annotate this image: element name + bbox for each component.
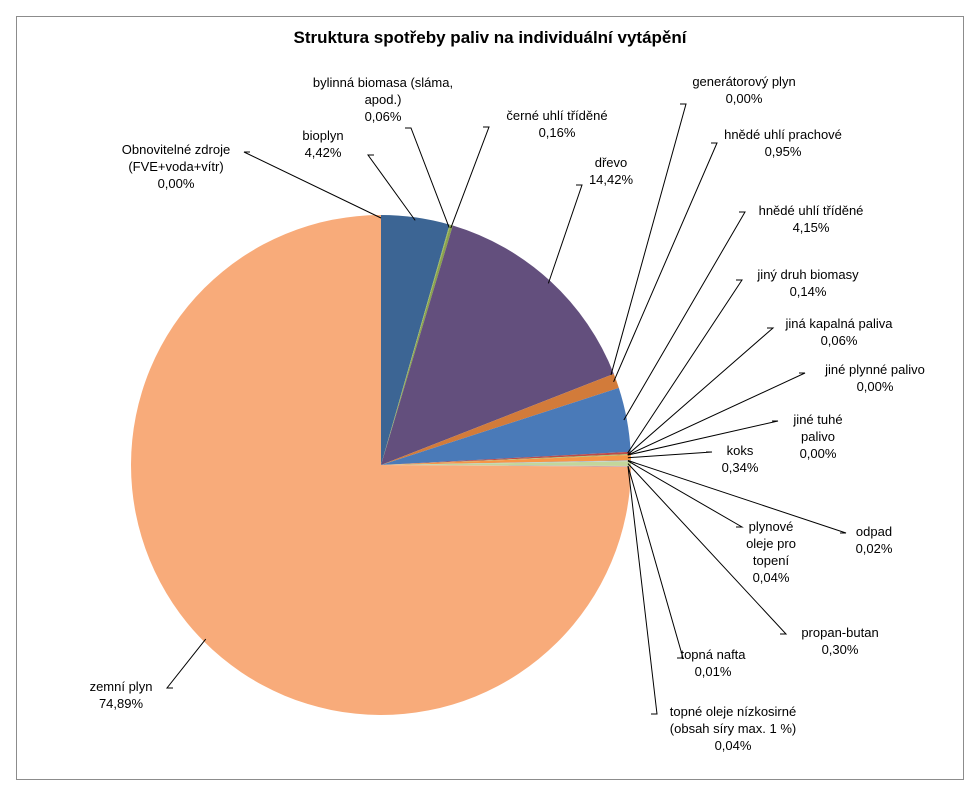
leader-line — [610, 103, 687, 376]
leader-line — [613, 142, 718, 383]
slice-label: dřevo 14,42% — [589, 155, 634, 187]
leader-line — [627, 420, 779, 456]
pie-slice — [381, 461, 631, 466]
leader-line — [627, 460, 847, 534]
slice-label: bioplyn 4,42% — [302, 128, 343, 160]
pie-slice — [381, 454, 631, 465]
leader-line — [627, 463, 788, 635]
slice-label: hnědé uhlí tříděné 4,15% — [759, 203, 864, 235]
slice-label: jiné plynné palivo 0,00% — [824, 362, 925, 394]
slice-label: bylinná biomasa (sláma, apod.) 0,06% — [313, 75, 453, 124]
leader-line — [243, 151, 382, 219]
pie-slice — [381, 225, 614, 465]
slice-label: jiná kapalná paliva 0,06% — [785, 316, 894, 348]
leader-line — [623, 211, 746, 421]
pie-slice — [381, 454, 631, 465]
slice-label: Obnovitelné zdroje (FVE+voda+vítr) 0,00% — [122, 142, 230, 191]
slice-label: černé uhlí tříděné 0,16% — [506, 108, 607, 140]
slice-label: propan-butan 0,30% — [801, 625, 878, 657]
pie-slice — [381, 224, 453, 465]
pie-slice — [381, 460, 631, 465]
pie-slice — [381, 373, 619, 465]
slice-label: jiné tuhé palivo 0,00% — [792, 412, 842, 461]
leader-line — [367, 154, 416, 221]
pie-slice — [381, 465, 631, 467]
slice-label: topné oleje nízkosirné (obsah síry max. 1… — [670, 704, 796, 753]
slice-label: topná nafta 0,01% — [680, 647, 746, 679]
slice-label: generátorový plyn 0,00% — [692, 74, 795, 106]
slice-label: hnědé uhlí prachové 0,95% — [724, 127, 842, 159]
pie-slice — [131, 215, 631, 715]
pie-slices — [131, 215, 631, 715]
leader-line — [627, 460, 744, 528]
pie-slice — [381, 465, 631, 467]
slice-label: jiný druh biomasy 0,14% — [756, 267, 859, 299]
leader-line — [627, 466, 658, 715]
pie-slice — [381, 451, 631, 465]
chart-title: Struktura spotřeby paliv na individuální… — [293, 28, 687, 47]
leader-line — [165, 638, 207, 689]
slice-label: odpad 0,02% — [856, 524, 893, 556]
slice-label: koks 0,34% — [722, 443, 759, 475]
leader-line — [627, 372, 806, 456]
leader-line — [627, 451, 713, 459]
leader-lines — [165, 103, 847, 715]
slice-labels: Obnovitelné zdroje (FVE+voda+vítr) 0,00% bi… — [90, 74, 925, 753]
slice-label: zemní plyn 74,89% — [90, 679, 153, 711]
pie-slice — [381, 460, 631, 465]
leader-line — [627, 327, 775, 455]
leader-line — [450, 126, 490, 229]
leader-line — [547, 184, 583, 284]
leader-line — [627, 279, 743, 454]
leader-line — [405, 127, 450, 228]
pie-slice — [381, 387, 631, 465]
leader-line — [627, 465, 684, 659]
pie-slice — [381, 224, 451, 465]
slice-label: plynové oleje pro topení 0,04% — [746, 519, 796, 585]
pie-slice — [381, 215, 450, 465]
